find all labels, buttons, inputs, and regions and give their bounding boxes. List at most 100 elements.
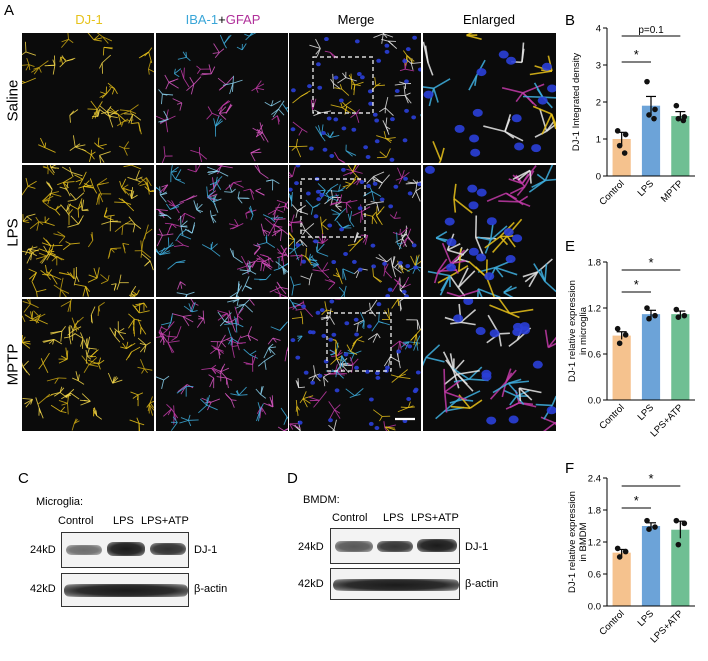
point-e-1-0 xyxy=(644,305,650,311)
xtick-label-e-2: LPS+ATP xyxy=(648,402,685,439)
bar-b-0 xyxy=(612,139,631,176)
point-f-1-1 xyxy=(652,524,658,530)
ytick-label-e-2: 1.2 xyxy=(588,304,601,315)
ytick-label-f-0: 0.0 xyxy=(588,602,601,613)
blot-c-actin-membrane xyxy=(61,573,189,607)
ytick-label-b-3: 3 xyxy=(596,61,601,72)
xtick-label-e-0: Control xyxy=(597,402,626,431)
blot-d-actin-band xyxy=(333,579,459,591)
point-e-2-1 xyxy=(681,312,688,319)
xtick-label-f-0: Control xyxy=(597,608,626,637)
header-gfap: GFAP xyxy=(225,12,261,27)
bar-f-2 xyxy=(671,529,690,606)
point-e-1-2 xyxy=(646,315,652,322)
point-f-2-0 xyxy=(673,517,680,524)
blot-d-mw-24: 24kD xyxy=(298,541,324,553)
chart-b: 0 1 2 3 4 Control LPS MPTP DJ-1 Integrated densi… xyxy=(571,24,695,208)
blot-c-actin-band xyxy=(64,584,188,597)
sig-label-b-0: * xyxy=(634,47,639,62)
point-b-0-0 xyxy=(614,128,621,134)
point-b-0-1 xyxy=(622,131,629,138)
header-plus: + xyxy=(218,12,226,27)
micrograph-saline-enlarged xyxy=(423,33,556,163)
point-b-1-2 xyxy=(646,112,652,118)
ylabel-f-0: DJ-1 relative expression xyxy=(567,491,578,593)
ylabel-b-0: DJ-1 Integrated density xyxy=(571,53,582,151)
blot-d-dj1-band-lpsatp xyxy=(417,539,457,552)
header-dj1: DJ-1 xyxy=(75,12,103,27)
blot-c-celltype: Microglia: xyxy=(36,496,84,508)
blot-c-dj1-membrane xyxy=(61,532,189,568)
blot-d-protein-actin: β-actin xyxy=(465,578,499,590)
micrograph-lps-iba1-gfap xyxy=(156,165,288,297)
row-label-saline: Saline xyxy=(4,79,22,122)
xtick-label-e-1: LPS xyxy=(636,402,656,422)
blot-c-dj1-band-control xyxy=(66,545,102,555)
header-iba1-gfap: IBA-1+GFAP xyxy=(156,12,290,27)
blot-d-lane-lps: LPS xyxy=(383,512,404,524)
point-b-2-2 xyxy=(675,115,682,122)
micrograph-saline-iba1-gfap xyxy=(156,33,288,163)
point-b-2-3 xyxy=(680,117,687,124)
xtick-label-f-1: LPS xyxy=(636,608,656,628)
blot-c-lane-lpsatp: LPS+ATP xyxy=(141,515,189,527)
blot-d-dj1-band-lps xyxy=(377,541,413,552)
blot-d-dj1-membrane xyxy=(330,528,460,564)
blot-d-dj1-band-control xyxy=(335,541,373,552)
xtick-label-f-2: LPS+ATP xyxy=(648,608,685,645)
point-b-1-3 xyxy=(651,115,657,122)
panel-label-b: B xyxy=(565,12,576,29)
sig-label-e-0: * xyxy=(634,277,639,292)
point-e-0-0 xyxy=(614,325,621,332)
blot-d-lane-control: Control xyxy=(332,512,368,524)
point-e-0-2 xyxy=(616,340,623,347)
sig-label-f-1: * xyxy=(648,471,653,486)
panel-label-d: D xyxy=(287,470,298,487)
micrograph-mptp-enlarged xyxy=(423,299,556,431)
point-b-1-0 xyxy=(644,78,650,85)
panel-label-c: C xyxy=(18,470,29,487)
micrograph-mptp-dj1 xyxy=(22,299,154,431)
header-merge: Merge xyxy=(337,12,375,27)
blot-c-dj1-band-lps xyxy=(107,542,145,556)
ytick-label-f-3: 1.8 xyxy=(588,506,601,517)
panel-label-e: E xyxy=(565,238,576,255)
point-e-1-1 xyxy=(652,312,658,319)
bar-b-1 xyxy=(641,105,661,176)
micrograph-saline-dj1 xyxy=(22,33,154,163)
ytick-label-b-0: 0 xyxy=(596,172,601,183)
point-b-0-3 xyxy=(621,150,628,156)
bar-e-1 xyxy=(641,314,661,400)
ytick-label-e-0: 0.0 xyxy=(588,396,601,407)
row-label-lps: LPS xyxy=(4,218,22,247)
blot-c-lane-lps: LPS xyxy=(113,515,134,527)
point-b-1-1 xyxy=(652,106,658,113)
point-f-0-2 xyxy=(616,554,623,560)
point-b-2-0 xyxy=(673,102,680,109)
point-f-2-1 xyxy=(681,520,688,527)
blot-d-mw-42: 42kD xyxy=(298,578,324,590)
blot-d-celltype: BMDM: xyxy=(303,494,340,506)
point-e-0-1 xyxy=(622,332,629,338)
blot-c-mw-24: 24kD xyxy=(30,544,56,556)
blot-d-actin-membrane xyxy=(330,568,460,600)
point-f-0-0 xyxy=(614,545,621,552)
point-f-2-2 xyxy=(675,541,682,548)
point-f-1-2 xyxy=(646,526,652,532)
ylabel-e-0: DJ-1 relative expression xyxy=(567,280,578,382)
ytick-label-e-1: 0.6 xyxy=(588,350,601,361)
point-b-0-2 xyxy=(616,142,623,149)
header-iba1: IBA-1 xyxy=(185,12,219,27)
point-e-2-2 xyxy=(675,314,682,320)
point-f-0-1 xyxy=(622,548,629,555)
ytick-label-b-4: 4 xyxy=(596,24,601,35)
blot-c-protein-dj1: DJ-1 xyxy=(194,544,218,556)
micrograph-mptp-merge xyxy=(289,299,421,431)
micrograph-lps-dj1 xyxy=(22,165,154,297)
micrograph-lps-enlarged xyxy=(423,165,556,297)
blot-c-mw-42: 42kD xyxy=(30,583,56,595)
micrograph-saline-merge xyxy=(289,33,421,163)
xtick-label-b-0: Control xyxy=(597,178,626,207)
